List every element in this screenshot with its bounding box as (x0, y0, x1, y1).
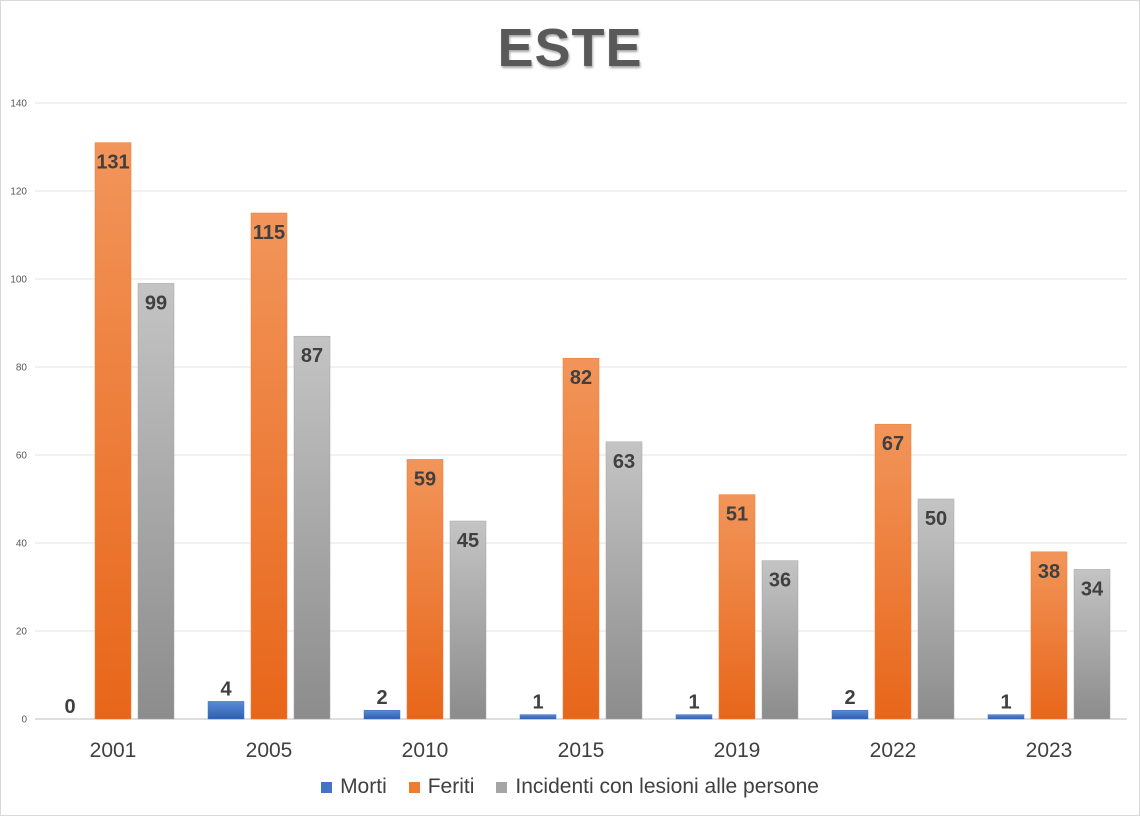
data-label: 0 (64, 696, 75, 718)
x-tick-label: 2023 (1026, 739, 1073, 762)
x-tick-label: 2019 (714, 739, 761, 762)
y-tick-label: 140 (10, 99, 27, 110)
x-tick-label: 2015 (558, 739, 605, 762)
bar-feriti-2010 (406, 459, 444, 720)
bar-incidenti-2022 (917, 498, 955, 720)
data-label: 50 (925, 508, 947, 530)
data-label: 1 (532, 692, 543, 714)
data-label: 67 (882, 433, 904, 455)
bar-morti-2015 (519, 714, 557, 720)
bar-morti-2005 (207, 701, 245, 720)
legend-label: Feriti (427, 775, 475, 798)
y-tick-label: 20 (16, 627, 28, 638)
chart-title: ESTE (497, 18, 643, 78)
x-tick-label: 2010 (402, 739, 449, 762)
data-label: 2 (844, 687, 855, 709)
bar-morti-2022 (831, 709, 869, 720)
bar-incidenti-2015 (605, 441, 643, 720)
data-label: 1 (688, 692, 699, 714)
legend-swatch (408, 781, 420, 793)
data-label: 45 (457, 530, 479, 552)
y-tick-label: 60 (16, 451, 28, 462)
y-tick-label: 120 (10, 187, 27, 198)
y-tick-label: 80 (16, 363, 28, 374)
legend-item: Morti (321, 775, 387, 799)
data-label: 51 (726, 504, 748, 526)
bars (94, 142, 1111, 720)
bar-incidenti-2023 (1073, 569, 1111, 720)
data-label: 115 (253, 222, 285, 244)
bar-feriti-2001 (94, 142, 132, 720)
legend-item: Feriti (408, 775, 475, 799)
bar-morti-2023 (987, 714, 1025, 720)
data-label: 82 (570, 367, 592, 389)
bar-feriti-2015 (562, 357, 600, 720)
data-label: 1 (1000, 692, 1011, 714)
data-label: 87 (301, 345, 323, 367)
bar-incidenti-2010 (449, 520, 487, 720)
bar-feriti-2022 (874, 423, 912, 720)
data-label: 2 (376, 687, 387, 709)
data-label: 59 (414, 468, 436, 490)
legend-swatch (496, 781, 508, 793)
x-axis-ticks: 2001 2005 2010 2015 2019 2022 2023 (90, 739, 1073, 762)
bar-morti-2019 (675, 714, 713, 720)
data-label: 63 (613, 451, 635, 473)
bar-feriti-2023 (1030, 551, 1068, 720)
chart-legend: Morti Feriti Incidenti con lesioni alle pe… (1, 775, 1139, 799)
data-label: 36 (769, 570, 791, 592)
x-tick-label: 2022 (870, 739, 917, 762)
bar-incidenti-2005 (293, 335, 331, 720)
bar-feriti-2019 (718, 494, 756, 720)
legend-label: Incidenti con lesioni alle persone (515, 775, 819, 798)
bar-feriti-2005 (250, 212, 288, 720)
data-label: 131 (96, 152, 129, 174)
data-labels: 0 131 99 4 115 87 2 59 45 1 82 63 1 51 36 2 67 50 1 38 34 (64, 152, 1104, 718)
x-tick-label: 2001 (90, 739, 137, 762)
data-label: 4 (220, 678, 232, 700)
data-label: 99 (145, 292, 167, 314)
y-axis-ticks: 0 20 40 60 80 100 120 140 (10, 99, 27, 726)
x-tick-label: 2005 (246, 739, 293, 762)
legend-swatch (321, 781, 333, 793)
bar-incidenti-2019 (761, 560, 799, 720)
y-tick-label: 40 (16, 539, 28, 550)
bar-incidenti-2001 (137, 283, 175, 720)
legend-item: Incidenti con lesioni alle persone (496, 775, 819, 799)
y-tick-label: 0 (21, 715, 27, 726)
legend-label: Morti (340, 775, 387, 798)
y-tick-label: 100 (10, 275, 27, 286)
data-label: 34 (1081, 578, 1104, 600)
bar-morti-2010 (363, 709, 401, 720)
data-label: 38 (1038, 561, 1060, 583)
